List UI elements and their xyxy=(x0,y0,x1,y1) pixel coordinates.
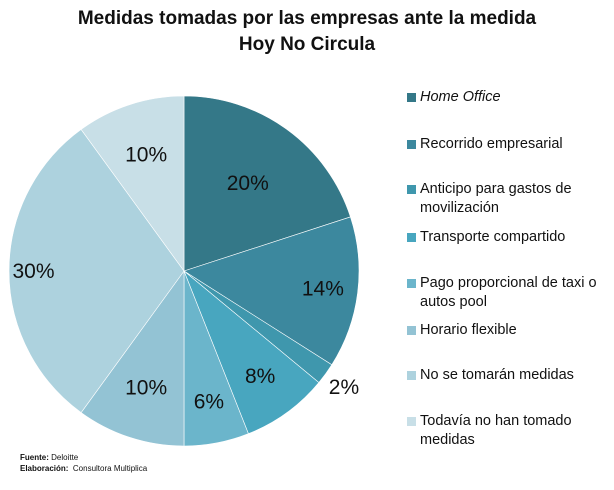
legend-item: Horario flexible xyxy=(407,321,517,340)
legend-swatch xyxy=(407,417,416,426)
legend-label: Todavía no han tomado medidas xyxy=(420,413,572,448)
legend-label: Anticipo para gastos de movilización xyxy=(420,181,572,216)
slice-data-label: 6% xyxy=(194,391,224,414)
legend-label: Home Office xyxy=(420,89,501,105)
chart-title: Medidas tomadas por las empresas ante la… xyxy=(0,6,614,58)
legend-swatch xyxy=(407,326,416,335)
slice-data-label: 20% xyxy=(227,172,269,195)
source-note: Fuente: Deloitte Elaboración: Consultora… xyxy=(20,452,147,474)
legend-swatch xyxy=(407,185,416,194)
chart-subtitle: Hoy No Circula xyxy=(238,34,376,55)
legend-label: Horario flexible xyxy=(420,322,517,338)
elaboration-value: Consultora Multiplica xyxy=(72,464,148,473)
legend-swatch xyxy=(407,233,416,242)
pie-slice-2 xyxy=(183,216,360,366)
legend-item: Todavía no han tomado medidas xyxy=(407,412,612,450)
pie-slice-8 xyxy=(80,95,185,272)
legend-swatch xyxy=(407,279,416,288)
pie-slice-6 xyxy=(80,270,185,447)
source-value: Deloitte xyxy=(51,453,79,462)
slice-data-label: 10% xyxy=(125,377,167,400)
legend-item: Anticipo para gastos de movilización xyxy=(407,180,612,218)
legend-item: Home Office xyxy=(407,88,501,107)
legend-item: Pago proporcional de taxi o autos pool xyxy=(407,274,612,312)
elaboration-label: Elaboración: xyxy=(20,464,69,473)
slice-data-label: 2% xyxy=(329,376,359,399)
legend-item: Recorrido empresarial xyxy=(407,135,563,154)
legend-label: Transporte compartido xyxy=(420,229,566,245)
slice-data-label: 10% xyxy=(125,143,167,166)
chart-title-line1: Medidas tomadas por las empresas ante la… xyxy=(77,8,537,29)
legend-swatch xyxy=(407,93,416,102)
slice-data-label: 30% xyxy=(12,260,54,283)
legend-label: Pago proporcional de taxi o autos pool xyxy=(420,275,597,310)
slice-data-label: 14% xyxy=(302,278,344,301)
legend-item: Transporte compartido xyxy=(407,228,565,247)
slice-data-label: 8% xyxy=(245,365,275,388)
legend-label: No se tomarán medidas xyxy=(420,367,574,383)
source-label: Fuente: xyxy=(20,453,49,462)
legend-swatch xyxy=(407,371,416,380)
pie-slice-1 xyxy=(183,95,351,272)
pie-slice-7 xyxy=(8,129,185,413)
legend-swatch xyxy=(407,140,416,149)
legend-label: Recorrido empresarial xyxy=(420,136,563,152)
legend-item: No se tomarán medidas xyxy=(407,366,574,385)
